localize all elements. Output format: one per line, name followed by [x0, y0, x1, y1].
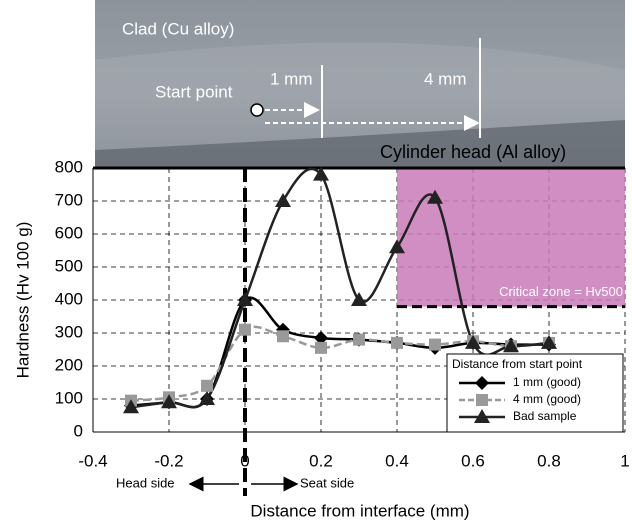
plot: 0100200300400500600700800-0.4-0.200.20.4… [55, 157, 630, 496]
legend-label: Bad sample [513, 409, 577, 423]
photo-label: Cylinder head (Al alloy) [380, 142, 566, 162]
legend-marker [474, 409, 490, 423]
y-axis-title: Hardness (Hv 100 g) [13, 222, 32, 379]
legend-label: 1 mm (good) [513, 375, 581, 389]
point [351, 292, 367, 306]
x-axis-title: Distance from interface (mm) [250, 501, 469, 520]
photo-label: 1 mm [270, 69, 313, 88]
critical-zone-label: Critical zone = Hv500 [499, 284, 623, 299]
x-tick-label: 0.8 [537, 451, 561, 470]
photo-layer [95, 120, 625, 168]
x-tick-label: 0.4 [385, 451, 409, 470]
point [389, 239, 405, 254]
point [123, 399, 139, 414]
point [161, 394, 177, 409]
annotation: Head side [116, 475, 175, 490]
photo-label: 4 mm [424, 69, 467, 88]
x-tick-label: 1 [620, 451, 629, 470]
legend-title: Distance from start point [452, 357, 583, 371]
legend-label: 4 mm (good) [513, 392, 581, 406]
point [353, 333, 365, 346]
point [427, 189, 443, 204]
photo-label: Clad (Cu alloy) [122, 19, 234, 38]
y-tick-label: 700 [55, 190, 83, 209]
photo-label: Start point [155, 82, 233, 101]
x-tick-label: 0.2 [309, 451, 333, 470]
point [541, 334, 557, 349]
point [275, 193, 291, 207]
y-tick-label: 300 [55, 322, 83, 341]
point [313, 166, 329, 181]
point [391, 336, 403, 349]
x-tick-label: 0.6 [461, 451, 485, 470]
y-tick-label: 500 [55, 256, 83, 275]
legend-marker [476, 394, 488, 406]
point [201, 379, 213, 392]
point [503, 338, 519, 353]
y-tick-label: 600 [55, 223, 83, 242]
x-tick-label: -0.4 [78, 451, 107, 470]
point [237, 292, 253, 306]
y-tick-label: 100 [55, 388, 83, 407]
annotation: Seat side [300, 475, 354, 490]
point [277, 330, 289, 343]
y-tick-label: 200 [55, 355, 83, 374]
point [465, 334, 481, 349]
start-point [250, 103, 264, 117]
point [239, 323, 251, 336]
legend-marker [475, 376, 489, 390]
y-tick-label: 400 [55, 289, 83, 308]
photo: Clad (Cu alloy) Start point 1 mm 4 mm Cy… [95, 0, 625, 168]
point [314, 330, 328, 345]
point [429, 338, 441, 351]
x-tick-label: -0.2 [154, 451, 183, 470]
y-tick-label: 800 [55, 157, 83, 176]
point [315, 341, 327, 354]
point [199, 391, 215, 405]
y-tick-label: 0 [74, 421, 83, 440]
